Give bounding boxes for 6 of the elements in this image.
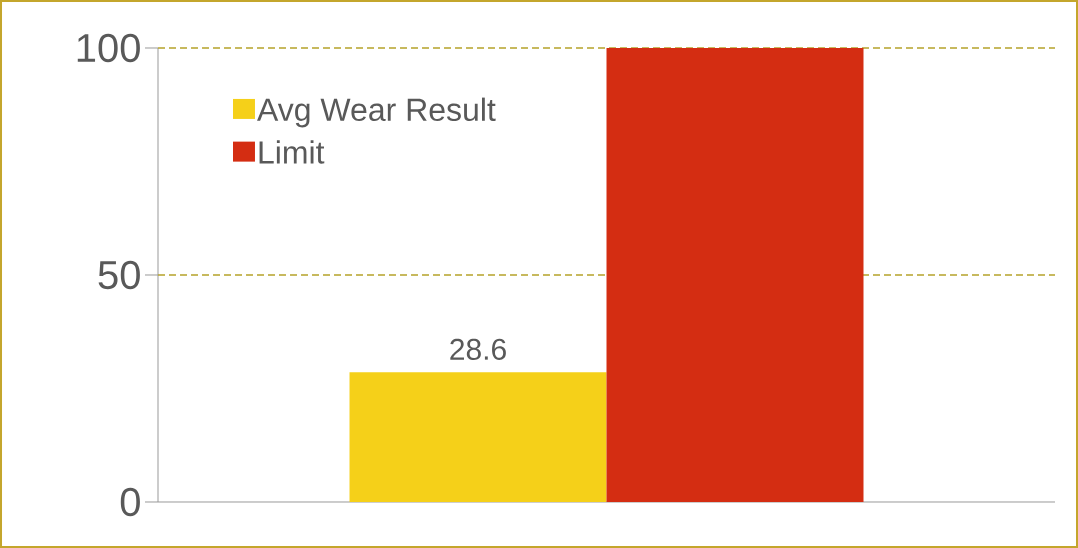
data-label: 28.6 <box>450 338 506 360</box>
legend-label: Avg Wear Result <box>257 97 496 128</box>
y-tick-label: 100 <box>77 33 140 63</box>
y-tick-label: 0 <box>120 487 140 517</box>
legend-label: Limit <box>259 140 325 164</box>
y-tick-label: 50 <box>98 260 140 290</box>
